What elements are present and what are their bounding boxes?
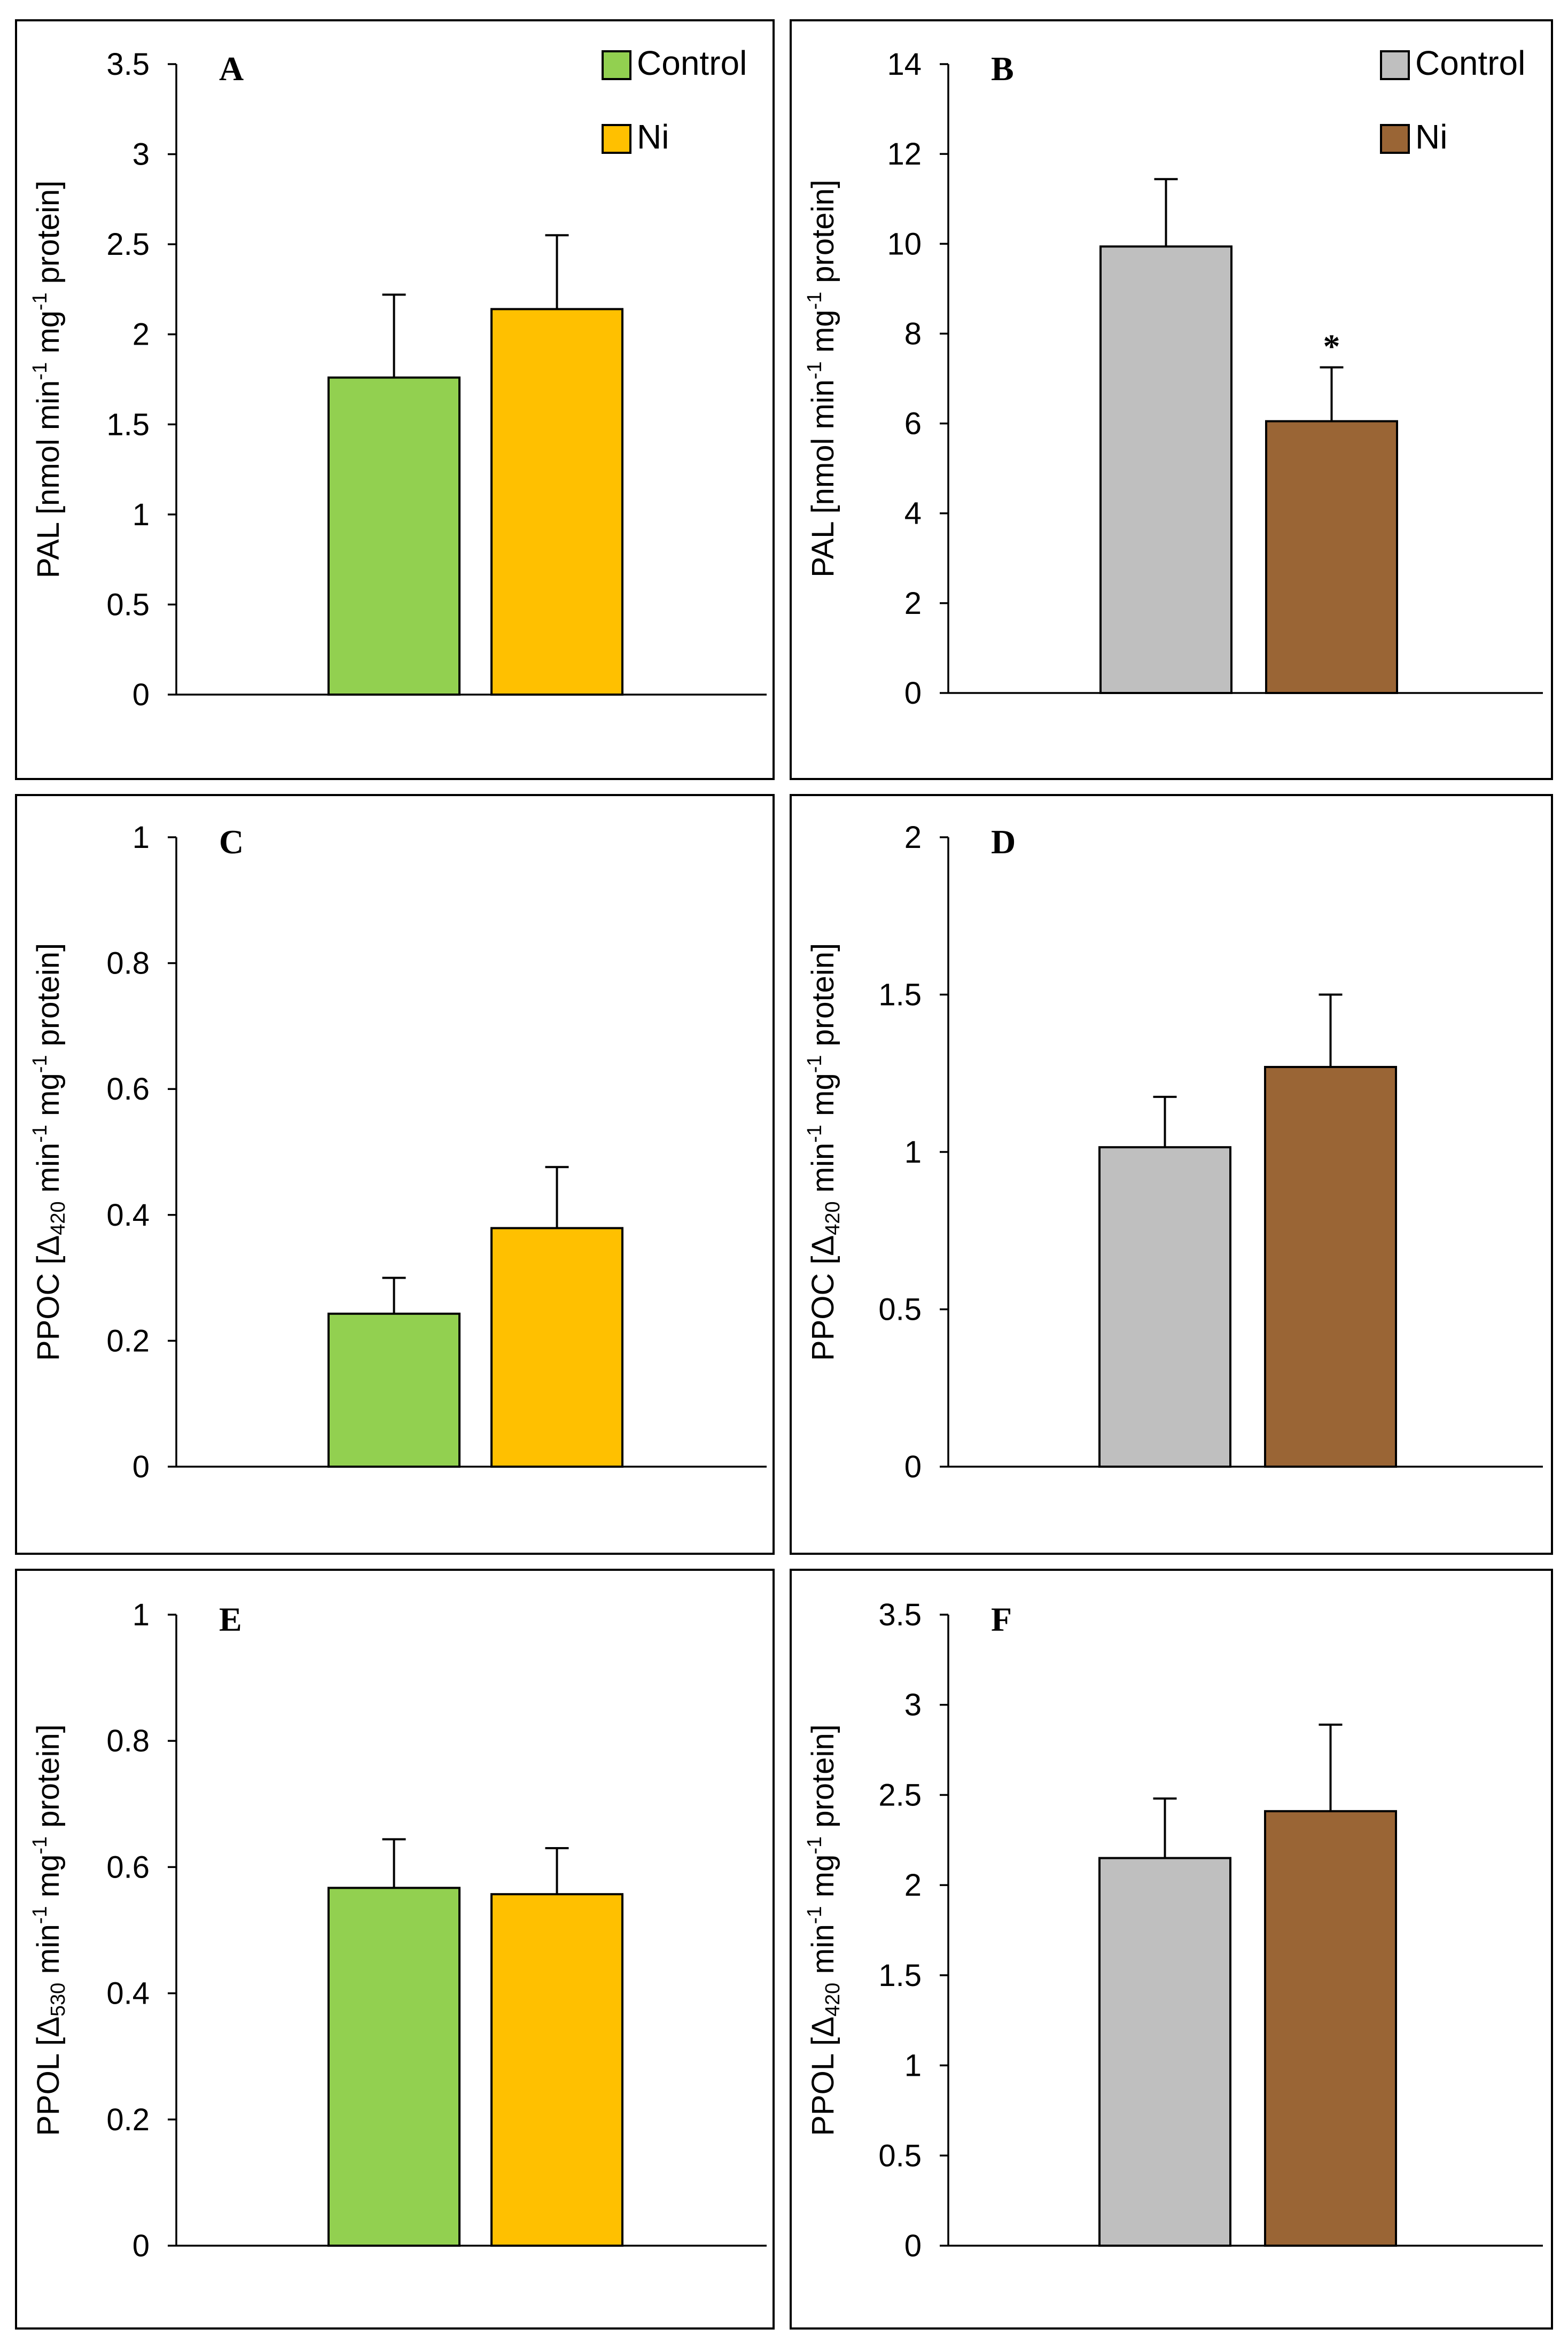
y-tick-label: 0 [904,2229,922,2263]
panel-frame [15,794,775,1555]
bar-control [327,1887,461,2247]
panel-letter: E [219,1600,242,1638]
panel-frame [15,19,775,780]
panel-e: 0 0.2 0.4 0.6 0.8 1 PPOL [Δ530 min-1 mg-1 prot… [15,1569,775,2330]
panel-letter: A [219,50,244,88]
y-tick-label: 3.5 [106,47,150,82]
bar-control [327,1312,461,1468]
y-tick-label: 2.5 [106,227,150,262]
y-tick-label: 0.2 [106,2102,150,2137]
panel-b: 0 2 4 6 8 10 12 14 PAL [nmol min-1 mg-1 protein]… [790,19,1553,780]
y-tick-label: 10 [887,227,922,261]
y-tick-label: 1.5 [106,407,150,442]
bar-ni [1264,1810,1397,2247]
y-tick-label: 4 [904,496,922,531]
legend-label-ni: Ni [1415,118,1447,156]
y-tick-label: 0.6 [106,1850,150,1884]
y-tick-label: 2 [132,317,150,352]
bar-ni [1265,420,1398,694]
y-tick-label: 0.5 [106,587,150,622]
panel-frame [790,794,1553,1555]
panel-f: 0 0.5 1 1.5 2 2.5 3 3.5 PPOL [Δ420 min-1 mg-1 pr… [790,1569,1553,2330]
bar-ni [490,1893,623,2247]
legend-swatch-ni [1380,124,1410,154]
y-tick-label: 0 [904,676,922,711]
y-tick-label: 0.5 [878,1292,922,1327]
y-tick-label: 3 [132,137,150,172]
y-axis-label: PAL [nmol min-1 mg-1 protein] [803,180,840,578]
panel-c: 0 0.2 0.4 0.6 0.8 1 PPOC [Δ420 min-1 mg-1 prot… [15,794,775,1555]
y-axis-label: PPOC [Δ420 min-1 mg-1 protein] [29,943,69,1361]
y-axis-label: PPOL [Δ530 min-1 mg-1 protein] [29,1724,69,2136]
y-tick-label: 1 [132,1598,150,1632]
panel-frame [15,1569,775,2330]
panel-letter: C [219,823,244,861]
y-tick-label: 1 [904,1135,922,1170]
legend-label-ni: Ni [637,118,669,156]
legend-swatch-ni [602,124,631,154]
significance-mark: * [1323,327,1340,365]
y-axis-label: PAL [nmol min-1 mg-1 protein] [29,181,66,579]
y-tick-label: 0 [132,2229,150,2263]
y-tick-label: 1 [132,497,150,532]
y-tick-label: 0.2 [106,1323,150,1358]
panel-a: 0 0.5 1 1.5 2 2.5 3 3.5 PAL [nmol min-1 mg-1 pro… [15,19,775,780]
y-axis-label: PPOL [Δ420 min-1 mg-1 protein] [803,1724,844,2136]
bar-ni [490,308,623,696]
y-tick-label: 0.6 [106,1072,150,1107]
legend-swatch-control [1380,50,1410,80]
bar-control [1098,1857,1231,2247]
y-tick-label: 0 [132,677,150,712]
y-tick-label: 0.8 [106,1724,150,1758]
legend-label-control: Control [637,44,747,82]
panel-letter: B [991,50,1014,88]
y-tick-label: 8 [904,316,922,351]
y-tick-label: 14 [887,47,922,82]
y-tick-label: 0 [904,1450,922,1484]
y-tick-label: 0.5 [878,2138,922,2173]
y-tick-label: 2 [904,820,922,855]
y-tick-label: 0.8 [106,946,150,981]
panel-frame [790,1569,1553,2330]
y-tick-label: 12 [887,137,922,172]
y-tick-label: 1.5 [878,1958,922,1993]
y-tick-label: 1 [904,2049,922,2083]
y-tick-label: 2.5 [878,1778,922,1812]
panel-frame [790,19,1553,780]
y-axis-label: PPOC [Δ420 min-1 mg-1 protein] [803,943,844,1361]
panel-letter: D [991,823,1016,861]
y-tick-label: 2 [904,1868,922,1903]
y-tick-label: 2 [904,586,922,621]
bar-ni [490,1227,623,1468]
legend-swatch-control [602,50,631,80]
panel-d: 0 0.5 1 1.5 2 PPOC [Δ420 min-1 mg-1 protein] D [790,794,1553,1555]
bar-control [327,376,461,696]
bar-control [1099,245,1232,694]
y-tick-label: 0.4 [106,1198,150,1233]
y-tick-label: 6 [904,407,922,441]
y-tick-label: 0.4 [106,1976,150,2011]
bar-ni [1264,1065,1397,1468]
y-tick-label: 3 [904,1688,922,1723]
y-tick-label: 1.5 [878,978,922,1013]
legend-label-control: Control [1415,44,1525,82]
y-tick-label: 0 [132,1450,150,1484]
panel-letter: F [991,1600,1012,1638]
y-tick-label: 3.5 [878,1598,922,1632]
y-tick-label: 1 [132,820,150,855]
bar-control [1098,1146,1231,1468]
